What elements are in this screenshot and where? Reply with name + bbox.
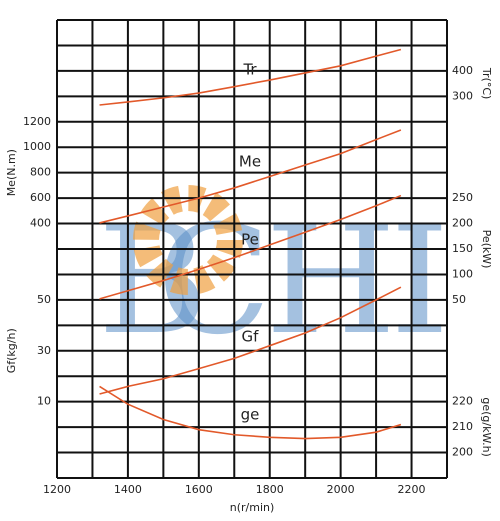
y-tick-label: 30 bbox=[37, 344, 51, 357]
y-tick-label: 200 bbox=[452, 217, 473, 230]
axis-label: Gf(kg/h) bbox=[5, 328, 18, 373]
series-line bbox=[99, 48, 402, 106]
y-tick-label: 400 bbox=[30, 217, 51, 230]
x-axis-label: n(r/min) bbox=[230, 501, 275, 514]
y-tick-label: 600 bbox=[30, 191, 51, 204]
watermark-gear bbox=[133, 185, 243, 295]
y-tick-label: 300 bbox=[452, 89, 473, 102]
y-tick-label: 210 bbox=[452, 420, 473, 433]
y-tick-label: 100 bbox=[452, 267, 473, 280]
series-line bbox=[99, 129, 402, 224]
y-tick-label: 1000 bbox=[23, 140, 51, 153]
axis-label: Tr(°C) bbox=[480, 67, 493, 99]
x-tick-label: 1600 bbox=[185, 483, 213, 496]
series-line bbox=[99, 194, 402, 300]
series-label: Gf bbox=[242, 328, 260, 346]
axis-label: Pe(kW) bbox=[480, 230, 493, 269]
series-label: Me bbox=[239, 153, 261, 171]
x-tick-label: 1200 bbox=[43, 483, 71, 496]
y-tick-label: 10 bbox=[37, 395, 51, 408]
y-tick-label: 1200 bbox=[23, 115, 51, 128]
y-tick-label: 200 bbox=[452, 446, 473, 459]
series-line bbox=[99, 286, 402, 395]
x-tick-label: 1800 bbox=[256, 483, 284, 496]
x-tick-label: 2200 bbox=[398, 483, 426, 496]
y-tick-label: 250 bbox=[452, 191, 473, 204]
y-tick-label: 150 bbox=[452, 242, 473, 255]
series-label: Pe bbox=[241, 231, 259, 249]
series-label: ge bbox=[241, 406, 260, 424]
series-line bbox=[99, 385, 402, 440]
x-tick-label: 1400 bbox=[114, 483, 142, 496]
y-tick-label: 50 bbox=[452, 293, 466, 306]
x-tick-label: 2000 bbox=[327, 483, 355, 496]
y-tick-label: 800 bbox=[30, 166, 51, 179]
axis-label: Me(N.m) bbox=[5, 149, 18, 196]
axis-label: ge(g/kW.h) bbox=[480, 397, 493, 456]
y-tick-label: 50 bbox=[37, 293, 51, 306]
series-label: Tr bbox=[242, 61, 257, 79]
y-tick-label: 220 bbox=[452, 395, 473, 408]
y-tick-label: 400 bbox=[452, 64, 473, 77]
